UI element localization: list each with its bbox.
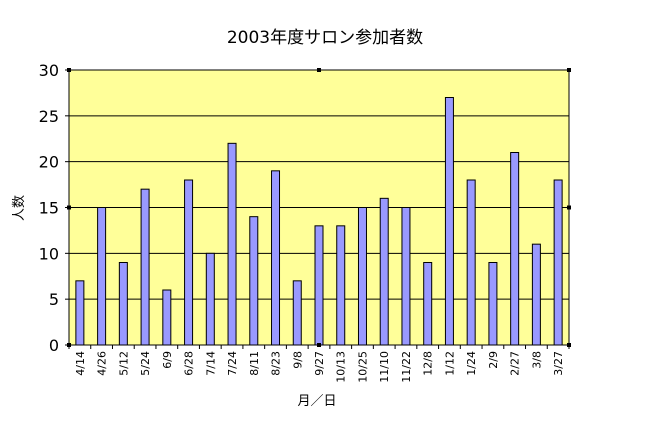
y-tick-label: 30 [39, 61, 59, 80]
bar [379, 197, 389, 346]
x-tick-label: 8/11 [248, 351, 261, 376]
bar [510, 152, 520, 346]
x-axis-ticks: 4/14 4/26 5/12 5/24 6/9 6/28 7/14 7/24 8/11 8/23 9… [68, 345, 570, 383]
bar [401, 207, 411, 346]
bar [488, 262, 498, 346]
selection-handle [67, 205, 71, 210]
x-axis-label: 月／日 [297, 394, 336, 409]
y-tick-label: 0 [49, 336, 59, 355]
x-tick-label: 9/27 [313, 351, 326, 376]
y-axis-ticks: 0 5 10 15 20 25 30 [39, 61, 69, 355]
x-tick-label: 2/9 [487, 351, 500, 369]
bar [227, 142, 237, 346]
bar [423, 262, 433, 346]
bar [466, 179, 476, 346]
selection-handle [317, 343, 321, 347]
x-tick-label: 9/8 [291, 351, 304, 369]
x-tick-label: 7/14 [204, 351, 217, 376]
bar [531, 243, 541, 346]
y-tick-label: 20 [39, 153, 59, 172]
y-axis-label: 人数 [12, 195, 27, 221]
bar [75, 280, 85, 346]
x-tick-label: 7/24 [226, 351, 239, 376]
selection-handle [67, 68, 71, 72]
x-tick-label: 11/10 [378, 351, 391, 383]
x-tick-label: 4/14 [74, 351, 87, 376]
bar [292, 280, 302, 346]
y-tick-label: 15 [39, 199, 59, 218]
bar [205, 252, 215, 346]
bar [97, 207, 107, 346]
x-tick-label: 10/13 [335, 351, 348, 383]
selection-handle [317, 68, 321, 72]
x-tick-label: 1/24 [465, 351, 478, 376]
chart-title: 2003年度サロン参加者数 [227, 28, 423, 48]
bar [118, 262, 128, 346]
bar [314, 225, 324, 346]
bar [271, 170, 281, 346]
y-tick-label: 10 [39, 244, 59, 263]
y-tick-label: 5 [49, 290, 59, 309]
x-tick-label: 5/24 [139, 351, 152, 376]
bar [249, 216, 259, 346]
bar [357, 207, 367, 346]
x-tick-label: 3/8 [530, 351, 543, 369]
x-tick-label: 5/12 [117, 351, 130, 376]
x-tick-label: 4/26 [96, 351, 109, 376]
x-tick-label: 10/25 [356, 351, 369, 383]
x-tick-label: 3/27 [552, 351, 565, 376]
x-tick-label: 1/12 [443, 351, 456, 376]
selection-handle [567, 205, 571, 210]
x-tick-label: 11/22 [400, 351, 413, 383]
bar [140, 188, 150, 346]
x-tick-label: 6/9 [161, 351, 174, 369]
x-tick-label: 2/27 [509, 351, 522, 376]
bar [336, 225, 346, 346]
bar [553, 179, 563, 346]
y-tick-label: 25 [39, 107, 59, 126]
selection-handle [67, 343, 71, 347]
bar-series [75, 97, 563, 346]
bar [184, 179, 194, 346]
x-tick-label: 8/23 [270, 351, 283, 376]
bar [162, 289, 172, 346]
selection-handles [67, 68, 571, 347]
selection-handle [567, 68, 571, 72]
x-tick-label: 12/8 [422, 351, 435, 376]
selection-handle [567, 343, 571, 347]
x-tick-label: 6/28 [183, 351, 196, 376]
bar [444, 97, 454, 346]
